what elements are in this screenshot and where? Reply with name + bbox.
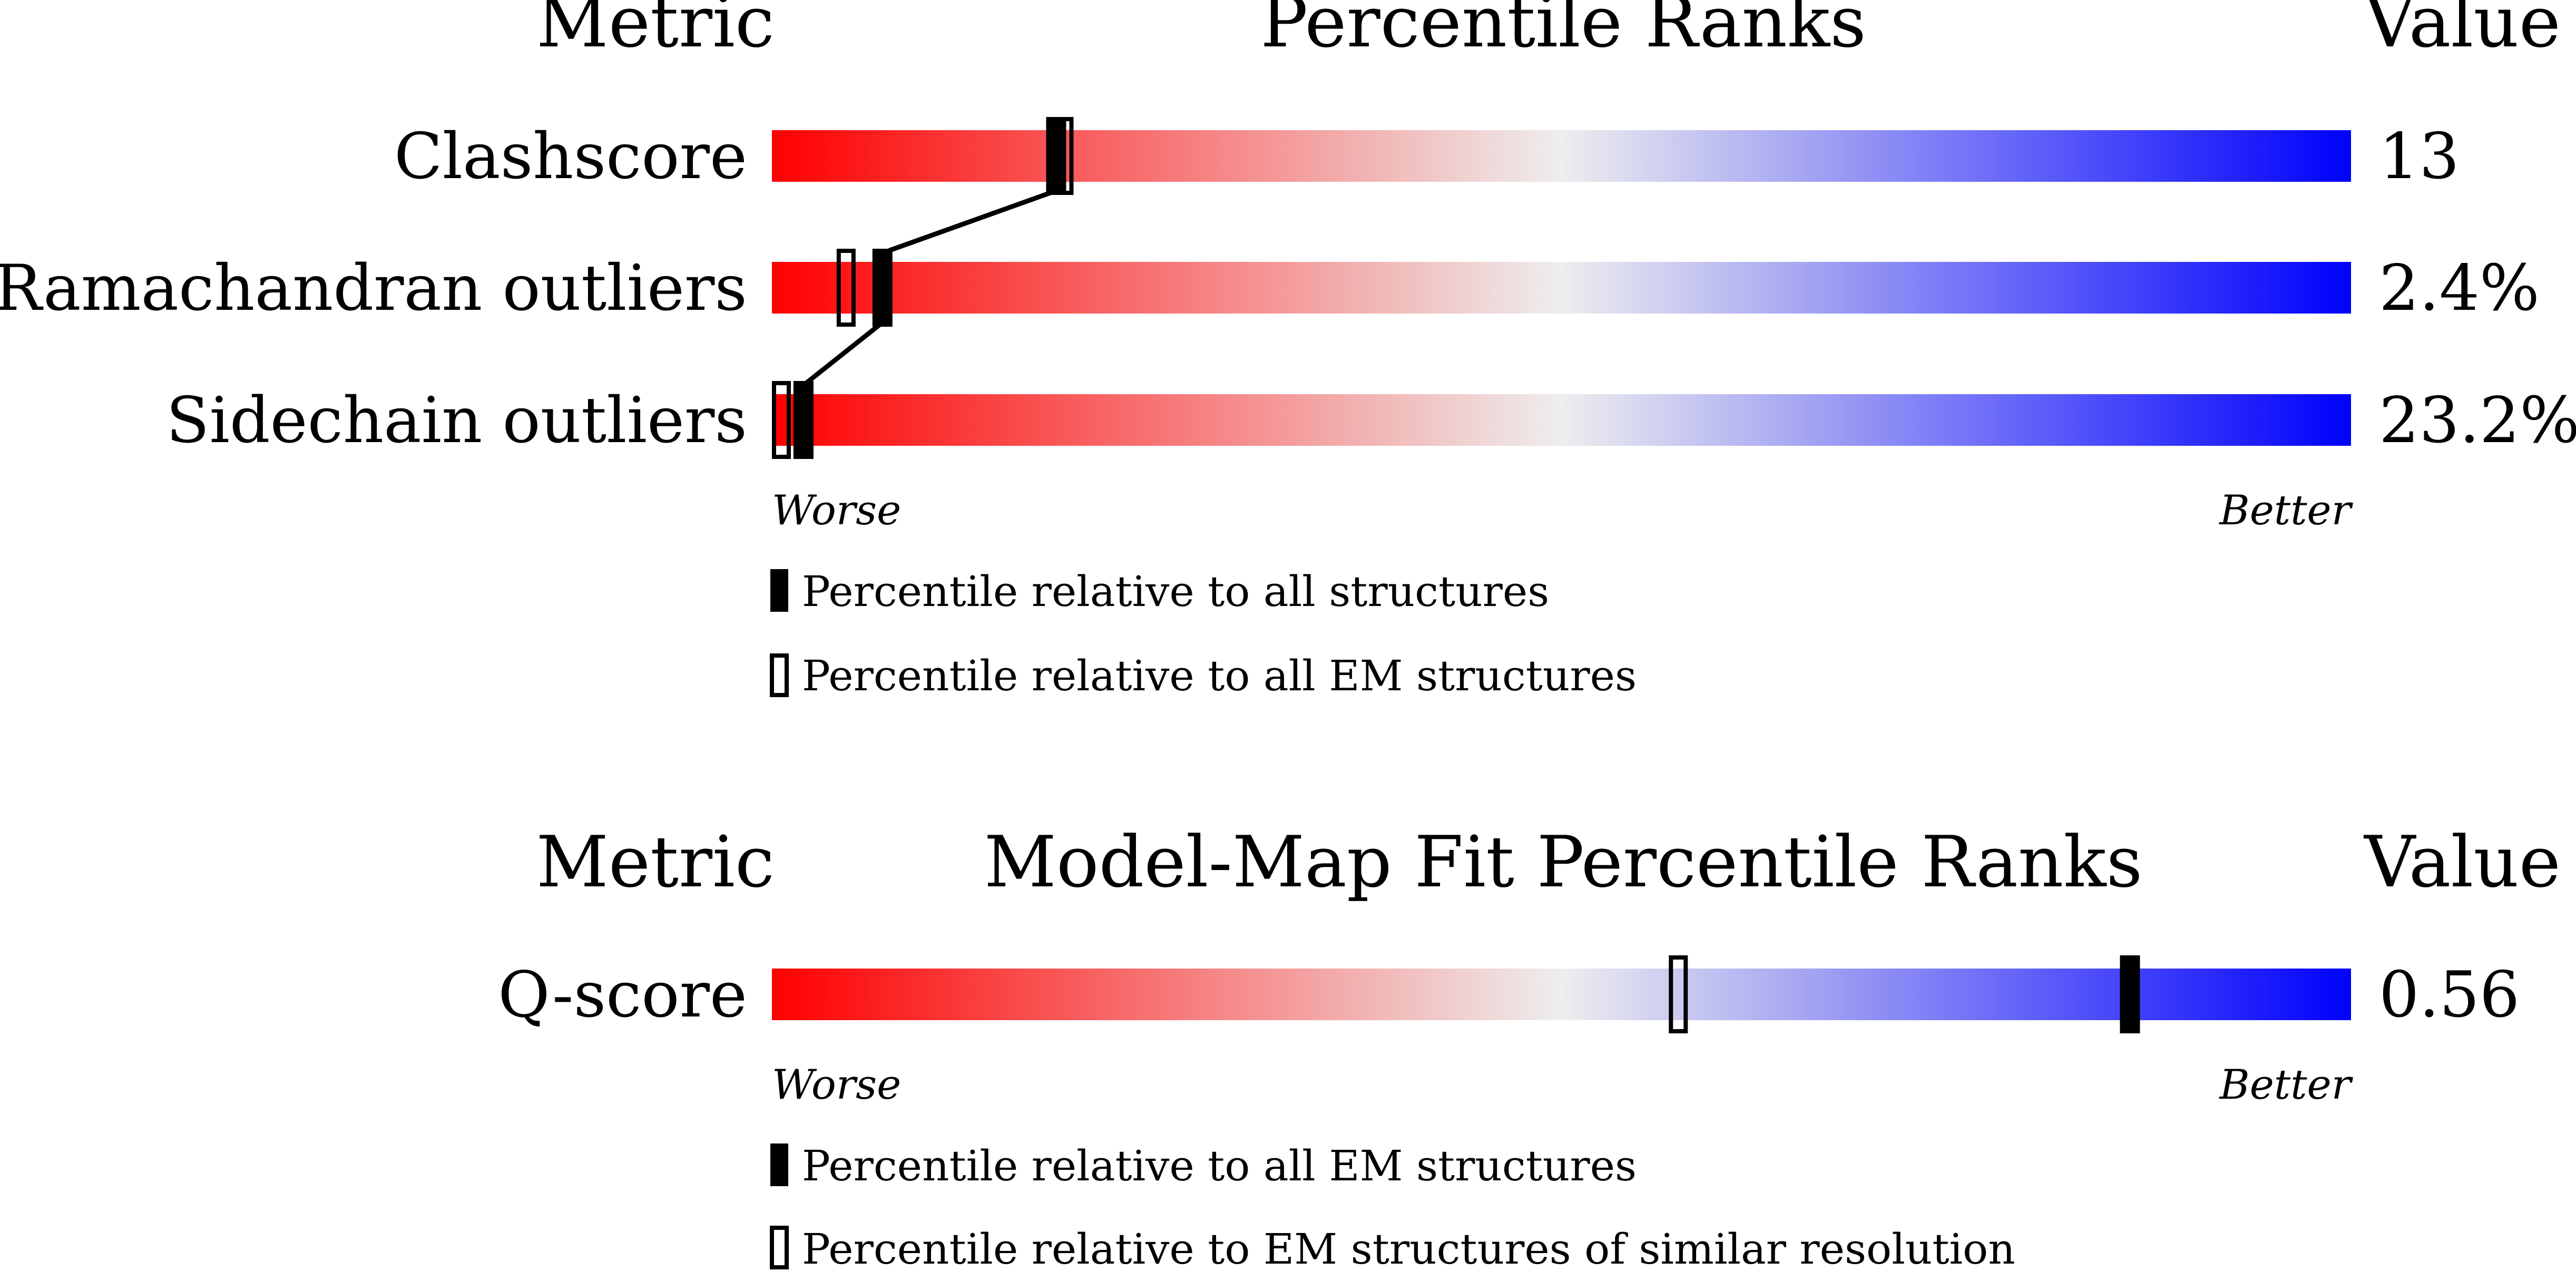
percentile-connector-line	[881, 188, 1057, 256]
legend-open-marker-icon	[770, 1226, 789, 1269]
top-better-label: Better	[2218, 487, 2353, 534]
metric-value: 23.2%	[2379, 384, 2576, 457]
metric-label: Q-score	[498, 959, 747, 1032]
open-percentile-marker	[1669, 955, 1688, 1033]
top-header-value: Value	[2363, 0, 2561, 63]
bottom-metric-rows: Q-score 0.56	[498, 955, 2520, 1033]
metric-value: 2.4%	[2379, 252, 2540, 325]
filled-percentile-marker	[2120, 955, 2140, 1033]
metric-label: Ramachandran outliers	[0, 252, 747, 325]
metric-label: Clashscore	[394, 120, 747, 193]
open-percentile-marker	[771, 381, 791, 459]
top-header-metric: Metric	[536, 0, 775, 63]
percentile-bar	[772, 130, 2351, 182]
bottom-worse-label: Worse	[772, 1061, 901, 1109]
filled-percentile-marker	[1046, 117, 1066, 195]
top-header-title: Percentile Ranks	[1260, 0, 1866, 63]
bottom-header-metric: Metric	[536, 821, 775, 903]
percentile-connector-line	[802, 320, 884, 387]
percentile-bar	[772, 969, 2351, 1020]
top-metric-rows: Clashscore 13 Ramachandran outliers 2.4% Sid…	[0, 117, 2576, 459]
top-worse-label: Worse	[772, 487, 901, 534]
bottom-legend-open-label: Percentile relative to EM structures of …	[802, 1225, 2015, 1271]
bottom-better-label: Better	[2218, 1061, 2353, 1109]
percentile-bar	[772, 262, 2351, 314]
bottom-legend-filled-label: Percentile relative to all EM structures	[802, 1141, 1637, 1190]
top-legend-open-label: Percentile relative to all EM structures	[802, 651, 1637, 700]
bottom-header-title: Model-Map Fit Percentile Ranks	[984, 821, 2143, 903]
metric-value: 0.56	[2379, 959, 2520, 1032]
metric-value: 13	[2379, 120, 2460, 193]
bottom-header-value: Value	[2363, 821, 2561, 903]
filled-percentile-marker	[793, 381, 814, 459]
percentile-bar	[772, 394, 2351, 446]
open-percentile-marker	[836, 249, 856, 327]
filled-percentile-marker	[872, 249, 893, 327]
legend-filled-marker-icon	[770, 1143, 788, 1186]
legend-open-marker-icon	[770, 653, 789, 697]
top-legend-filled-label: Percentile relative to all structures	[802, 567, 1549, 616]
metric-label: Sidechain outliers	[166, 384, 747, 457]
legend-filled-marker-icon	[770, 569, 788, 612]
